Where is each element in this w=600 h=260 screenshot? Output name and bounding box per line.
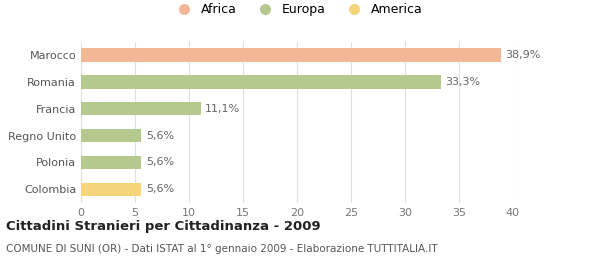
Text: 38,9%: 38,9% bbox=[505, 50, 541, 60]
Text: Cittadini Stranieri per Cittadinanza - 2009: Cittadini Stranieri per Cittadinanza - 2… bbox=[6, 220, 320, 233]
Text: COMUNE DI SUNI (OR) - Dati ISTAT al 1° gennaio 2009 - Elaborazione TUTTITALIA.IT: COMUNE DI SUNI (OR) - Dati ISTAT al 1° g… bbox=[6, 244, 437, 254]
Bar bbox=[81, 183, 142, 196]
Bar bbox=[81, 102, 201, 115]
Bar bbox=[81, 48, 501, 62]
Bar bbox=[81, 156, 142, 169]
Text: 5,6%: 5,6% bbox=[146, 184, 174, 194]
Text: 5,6%: 5,6% bbox=[146, 131, 174, 141]
Bar bbox=[81, 75, 440, 89]
Bar bbox=[81, 129, 142, 142]
Legend: Africa, Europa, America: Africa, Europa, America bbox=[167, 0, 427, 20]
Text: 5,6%: 5,6% bbox=[146, 158, 174, 167]
Text: 11,1%: 11,1% bbox=[205, 104, 241, 114]
Text: 33,3%: 33,3% bbox=[445, 77, 480, 87]
